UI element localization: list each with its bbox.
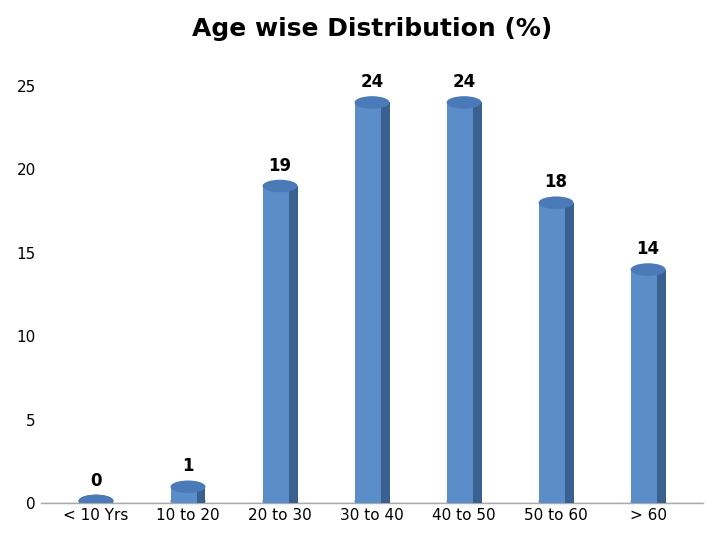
Ellipse shape (263, 495, 297, 507)
Text: 18: 18 (544, 173, 567, 192)
Bar (631, 269, 657, 503)
Ellipse shape (631, 495, 665, 507)
Text: 14: 14 (636, 240, 660, 258)
Ellipse shape (78, 495, 114, 507)
Ellipse shape (354, 495, 390, 507)
Bar (197, 487, 205, 503)
Ellipse shape (78, 495, 114, 507)
Ellipse shape (171, 495, 205, 507)
Ellipse shape (539, 197, 574, 209)
Ellipse shape (446, 96, 482, 109)
Ellipse shape (354, 96, 390, 109)
Ellipse shape (631, 264, 665, 276)
Bar (473, 103, 482, 503)
Text: 24: 24 (361, 73, 384, 91)
Bar (565, 202, 574, 503)
Text: 24: 24 (452, 73, 476, 91)
Ellipse shape (171, 481, 205, 493)
Ellipse shape (446, 495, 482, 507)
Text: 19: 19 (269, 157, 292, 175)
Bar (446, 103, 473, 503)
Ellipse shape (263, 180, 297, 192)
Bar (171, 487, 197, 503)
Text: 0: 0 (90, 471, 102, 490)
Bar (657, 269, 665, 503)
Bar (354, 103, 381, 503)
Bar (381, 103, 390, 503)
Ellipse shape (539, 495, 574, 507)
Bar (263, 186, 289, 503)
Bar (289, 186, 297, 503)
Text: 1: 1 (182, 457, 194, 476)
Bar (104, 501, 114, 503)
Bar (539, 202, 565, 503)
Bar (78, 501, 104, 503)
Title: Age wise Distribution (%): Age wise Distribution (%) (192, 17, 552, 40)
